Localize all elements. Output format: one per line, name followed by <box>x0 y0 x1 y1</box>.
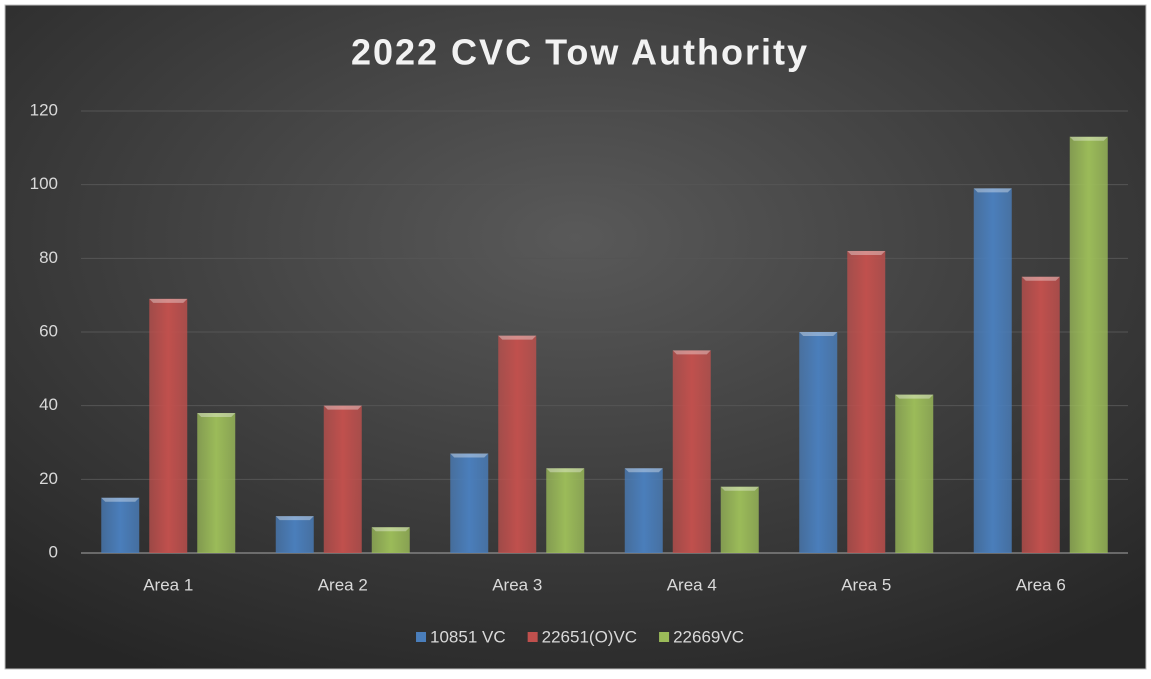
bar <box>498 335 537 553</box>
bar <box>895 394 934 553</box>
bar-bevel <box>323 405 362 410</box>
bar <box>672 350 711 553</box>
bar-bevel <box>973 188 1012 193</box>
bar-bevel <box>546 468 585 473</box>
legend-label: 22651(O)VC <box>542 627 637 646</box>
bar <box>847 250 886 553</box>
x-tick-label: Area 1 <box>143 575 193 594</box>
legend-swatch <box>416 632 427 642</box>
bar-bevel <box>720 486 759 491</box>
x-tick-label: Area 3 <box>492 575 542 594</box>
bar <box>1021 276 1060 553</box>
bar-bevel <box>1021 276 1060 281</box>
y-tick-label: 120 <box>30 100 58 119</box>
bar <box>450 453 489 553</box>
bar <box>149 298 188 553</box>
x-tick-label: Area 6 <box>1016 575 1066 594</box>
y-tick-label: 100 <box>30 174 58 193</box>
legend-swatch <box>527 632 538 642</box>
bar-bevel <box>1069 136 1108 141</box>
bar <box>720 486 759 553</box>
bar-bevel <box>847 250 886 255</box>
bar-bevel <box>624 468 663 473</box>
bar <box>323 405 362 553</box>
legend-label: 10851 VC <box>430 627 506 646</box>
bar-bevel <box>101 497 140 502</box>
bar <box>101 497 140 553</box>
bar <box>371 527 410 553</box>
bar <box>546 468 585 553</box>
bar-bevel <box>450 453 489 458</box>
bar <box>624 468 663 553</box>
y-tick-label: 20 <box>39 469 58 488</box>
x-tick-label: Area 2 <box>318 575 368 594</box>
bar-bevel <box>275 516 314 521</box>
bar-bevel <box>895 394 934 399</box>
y-tick-label: 80 <box>39 248 58 267</box>
legend-swatch <box>659 632 670 642</box>
bar <box>973 188 1012 553</box>
y-tick-label: 60 <box>39 321 58 340</box>
bar-bevel <box>371 527 410 532</box>
bar-bevel <box>498 335 537 340</box>
y-tick-label: 40 <box>39 395 58 414</box>
chart-background <box>4 4 1147 670</box>
bar-bevel <box>672 350 711 355</box>
bar-bevel <box>197 413 236 418</box>
x-tick-label: Area 4 <box>667 575 717 594</box>
bar <box>275 516 314 553</box>
bar <box>1069 136 1108 554</box>
bar <box>799 332 838 553</box>
bar <box>197 413 236 553</box>
bar-bevel <box>149 298 188 303</box>
x-tick-label: Area 5 <box>841 575 891 594</box>
legend-label: 22669VC <box>673 627 744 646</box>
y-tick-label: 0 <box>49 542 58 561</box>
chart-title: 2022 CVC Tow Authority <box>351 32 809 73</box>
bar-bevel <box>799 332 838 336</box>
